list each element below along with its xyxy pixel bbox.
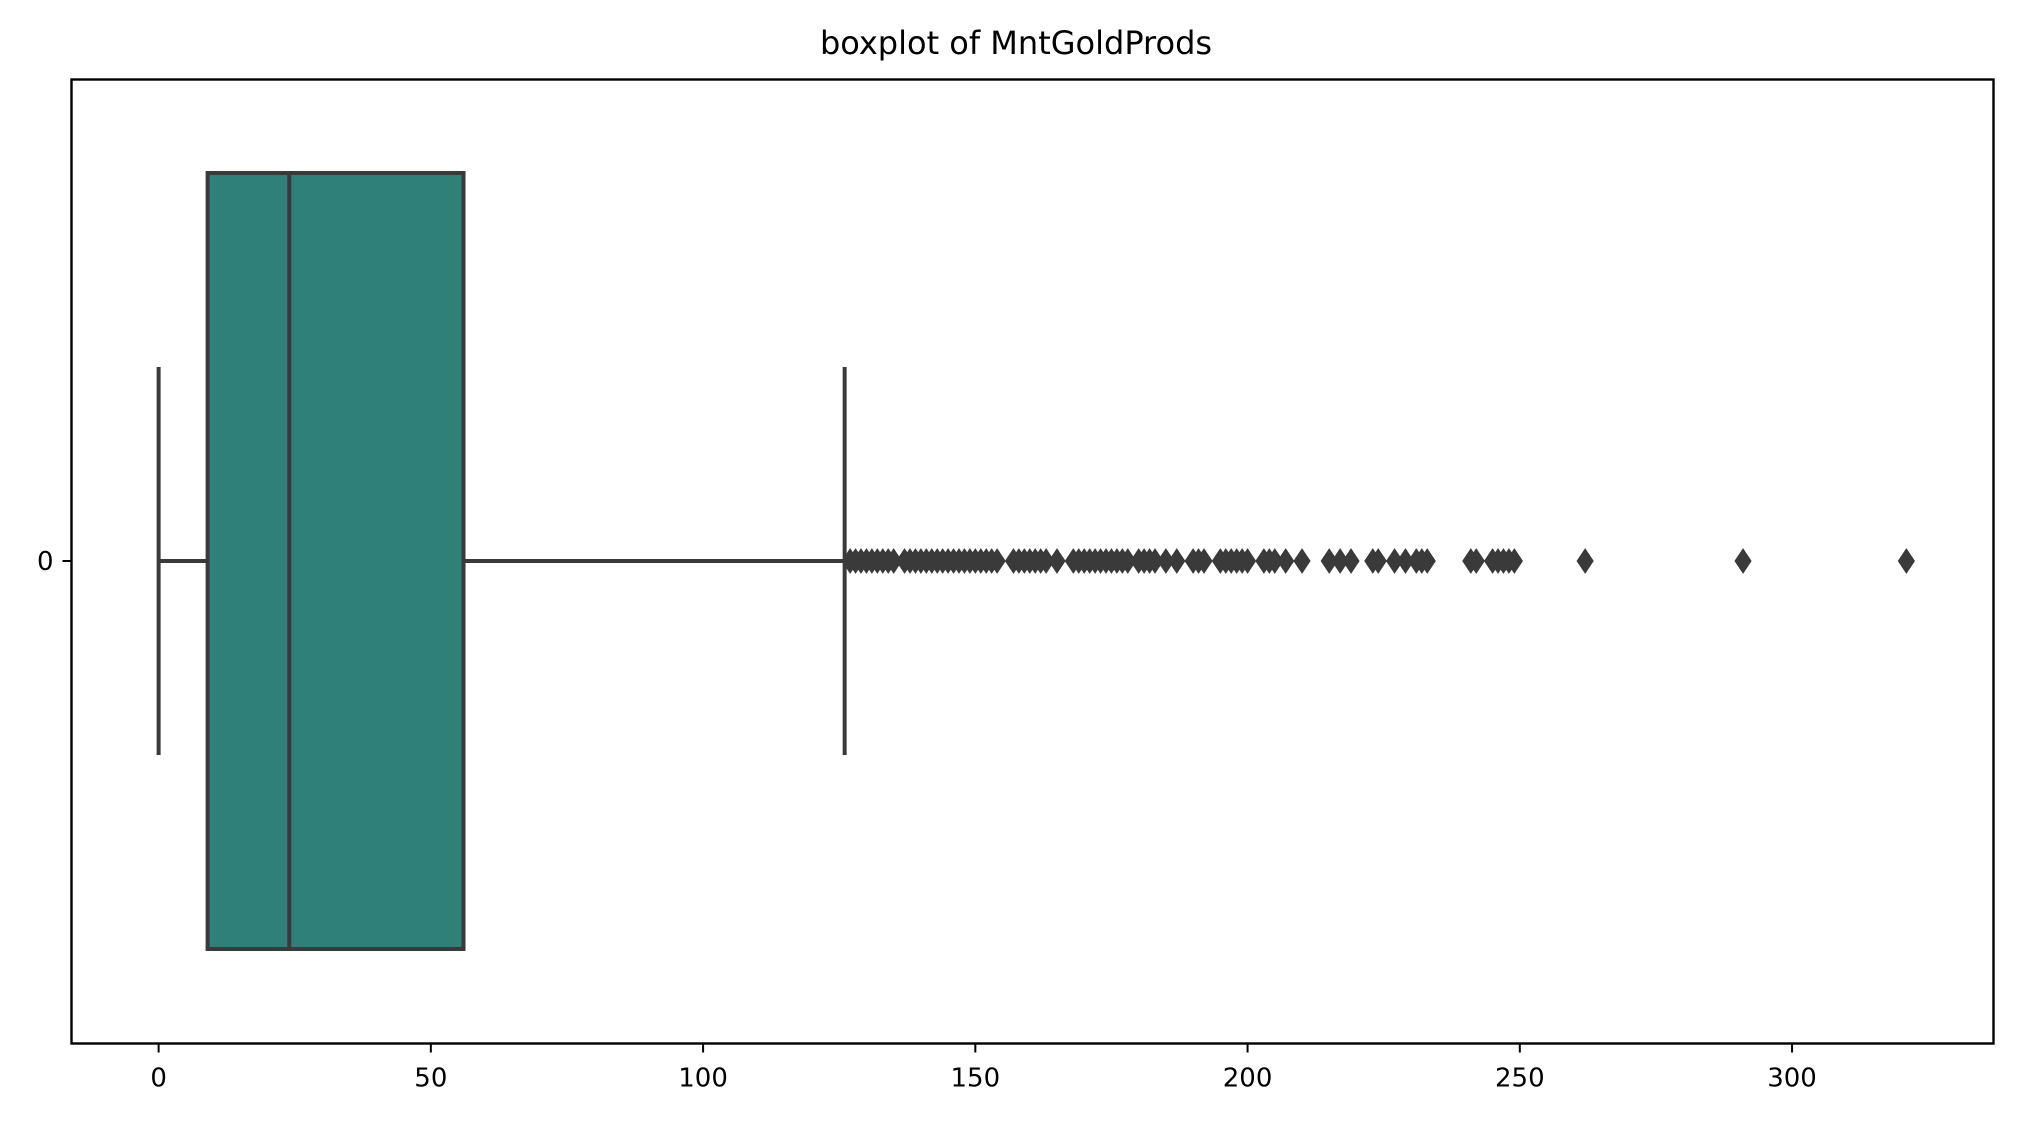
iqr-box xyxy=(208,173,464,949)
outlier-point xyxy=(1898,549,1914,573)
outlier-group xyxy=(842,549,1914,573)
outlier-point xyxy=(1577,549,1593,573)
outlier-point xyxy=(1735,549,1751,573)
outlier-point xyxy=(1294,549,1310,573)
x-tick-label: 300 xyxy=(1767,1064,1817,1094)
x-tick-label: 100 xyxy=(678,1064,728,1094)
x-tick-label: 250 xyxy=(1495,1064,1545,1094)
x-axis: 0 50 100 150 200 250 300 xyxy=(150,1044,1817,1094)
outlier-point xyxy=(1049,549,1065,573)
y-axis: 0 xyxy=(37,547,72,577)
outlier-point xyxy=(1278,549,1294,573)
x-tick-label: 200 xyxy=(1223,1064,1273,1094)
box-group xyxy=(159,173,845,949)
chart-title: boxplot of MntGoldProds xyxy=(820,24,1212,62)
outlier-point xyxy=(1169,549,1185,573)
outlier-point xyxy=(1343,549,1359,573)
x-tick-label: 150 xyxy=(951,1064,1001,1094)
y-tick-label: 0 xyxy=(37,547,54,577)
x-tick-label: 50 xyxy=(414,1064,447,1094)
x-tick-label: 0 xyxy=(150,1064,167,1094)
